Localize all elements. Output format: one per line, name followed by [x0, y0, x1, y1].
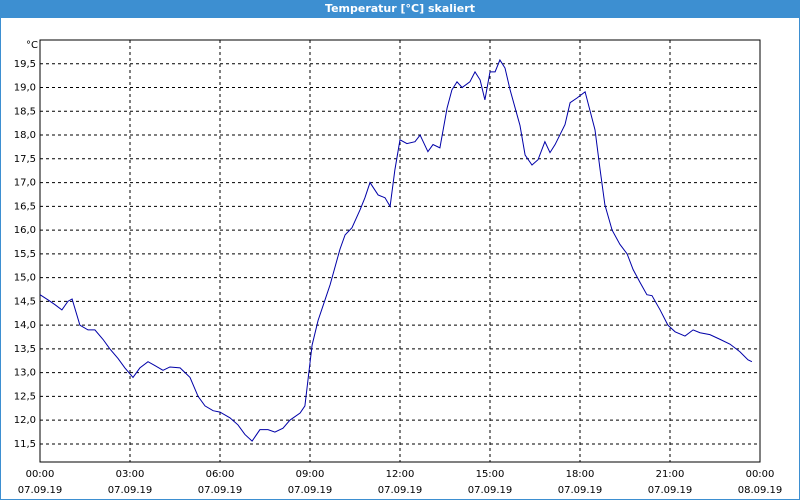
y-tick-label: 17,5: [14, 154, 36, 165]
x-tick-label: 12:00: [386, 469, 415, 480]
x-tick-label: 03:00: [116, 469, 145, 480]
plot-border: [39, 39, 761, 463]
x-tick-label: 06:00: [206, 469, 235, 480]
x-tick-date: 07.09.19: [198, 485, 243, 496]
y-tick-label: 19,5: [14, 59, 36, 70]
x-tick-label: 15:00: [476, 469, 505, 480]
x-tick-date: 07.09.19: [378, 485, 423, 496]
y-tick-label: 15,0: [14, 273, 36, 284]
x-tick-label: 00:00: [746, 469, 775, 480]
y-tick-label: 14,5: [14, 296, 36, 307]
x-tick-date: 08.09.19: [738, 485, 783, 496]
y-tick-label: 16,0: [14, 225, 36, 236]
y-tick-label: 12,0: [14, 415, 36, 426]
x-tick-date: 07.09.19: [18, 485, 63, 496]
y-tick-label: 14,0: [14, 320, 36, 331]
y-tick-label: 18,0: [14, 130, 36, 141]
x-tick-date: 07.09.19: [648, 485, 693, 496]
temperature-line: [39, 58, 753, 442]
y-tick-label: 12,5: [14, 391, 36, 402]
x-tick-date: 07.09.19: [108, 485, 153, 496]
x-tick-label: 00:00: [26, 469, 55, 480]
x-tick-date: 07.09.19: [288, 485, 333, 496]
y-tick-label: 19,0: [14, 83, 36, 94]
y-tick-label: 16,5: [14, 201, 36, 212]
x-tick-date: 07.09.19: [468, 485, 513, 496]
x-tick-label: 09:00: [296, 469, 325, 480]
y-tick-label: 13,5: [14, 344, 36, 355]
title-bar: Temperatur [°C] skaliert: [0, 0, 800, 18]
y-tick-label: 17,0: [14, 178, 36, 189]
y-unit: °C: [26, 40, 38, 51]
x-tick-date: 07.09.19: [558, 485, 603, 496]
x-tick-label: 21:00: [656, 469, 685, 480]
y-tick-label: 18,5: [14, 106, 36, 117]
x-tick-label: 18:00: [566, 469, 595, 480]
y-tick-label: 15,5: [14, 249, 36, 260]
y-tick-label: 11,5: [14, 439, 36, 450]
y-tick-label: 13,0: [14, 368, 36, 379]
